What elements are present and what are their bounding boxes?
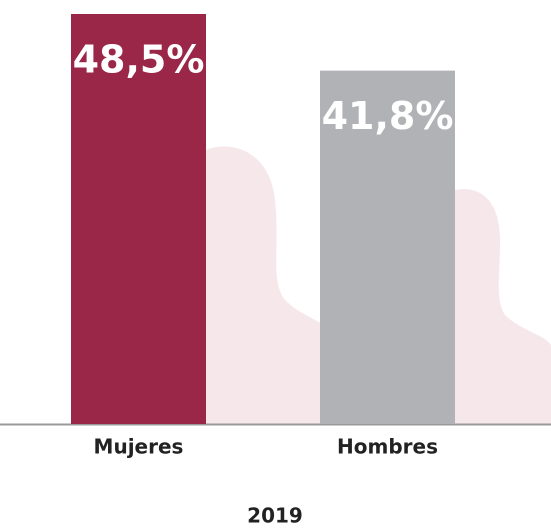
x-axis-label: 2019 — [247, 504, 303, 528]
category-label: Hombres — [337, 435, 438, 459]
value-label: 48,5% — [73, 38, 205, 82]
bar — [71, 14, 206, 424]
category-label: Mujeres — [94, 435, 184, 459]
silhouettes — [206, 146, 551, 424]
woman-silhouette — [206, 146, 330, 424]
man-silhouette — [455, 189, 551, 424]
value-label: 41,8% — [322, 94, 454, 138]
bar — [320, 70, 455, 425]
